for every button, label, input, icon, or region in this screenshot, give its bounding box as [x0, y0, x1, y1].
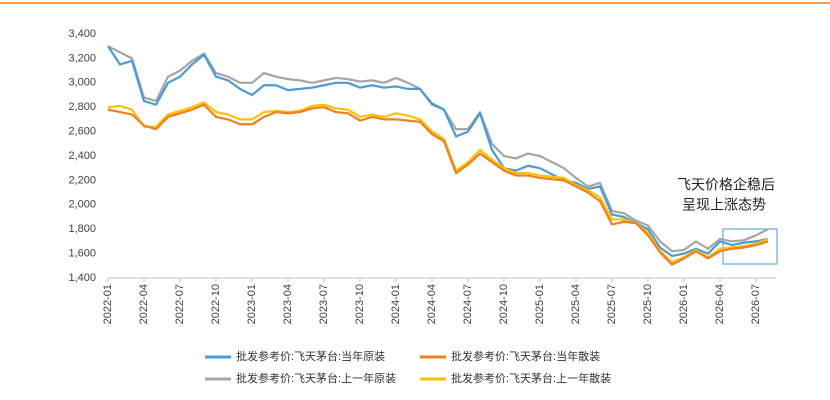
x-tick-label: 2024-04: [426, 284, 438, 324]
x-tick-label: 2025-10: [642, 284, 654, 324]
y-tick-label: 2,000: [68, 199, 96, 211]
annotation: 飞天价格企稳后: [677, 177, 775, 193]
x-tick-label: 2022-04: [138, 284, 150, 324]
y-tick-label: 2,600: [68, 126, 96, 138]
series-line: [107, 45, 769, 253]
x-tick-label: 2024-07: [462, 284, 474, 324]
x-tick-label: 2026-07: [750, 284, 762, 324]
x-tick-label: 2023-10: [354, 284, 366, 324]
legend-label: 批发参考价:飞天茅台:当年散装: [451, 349, 600, 363]
x-tick-label: 2022-01: [102, 284, 114, 324]
y-tick-label: 3,200: [68, 52, 96, 64]
x-tick-label: 2023-01: [246, 284, 258, 324]
y-tick-label: 2,800: [68, 101, 96, 113]
x-tick-label: 2022-10: [210, 284, 222, 324]
x-tick-label: 2022-07: [174, 284, 186, 324]
series-line: [107, 101, 769, 264]
x-tick-label: 2026-01: [678, 284, 690, 324]
x-tick-label: 2023-07: [318, 284, 330, 324]
y-tick-label: 3,400: [68, 28, 96, 40]
y-tick-label: 1,600: [68, 248, 96, 260]
y-tick-label: 1,400: [68, 272, 96, 284]
series-line: [107, 45, 769, 258]
x-tick-label: 2024-10: [498, 284, 510, 324]
legend-label: 批发参考价:飞天茅台:上一年散装: [451, 371, 611, 385]
x-tick-label: 2023-04: [282, 284, 294, 324]
series-line: [107, 103, 769, 266]
x-tick-label: 2025-07: [606, 284, 618, 324]
legend-label: 批发参考价:飞天茅台:当年原装: [236, 349, 385, 363]
legend-label: 批发参考价:飞天茅台:上一年原装: [236, 371, 396, 385]
y-tick-label: 2,200: [68, 174, 96, 186]
x-tick-label: 2025-01: [534, 284, 546, 324]
x-tick-label: 2026-04: [714, 284, 726, 324]
y-tick-label: 2,400: [68, 150, 96, 162]
x-tick-label: 2025-04: [570, 284, 582, 324]
x-tick-label: 2024-01: [390, 284, 402, 324]
highlight-box: [722, 228, 778, 265]
y-tick-label: 1,800: [68, 223, 96, 235]
annotation: 呈现上涨态势: [682, 197, 766, 213]
y-tick-label: 3,000: [68, 77, 96, 89]
